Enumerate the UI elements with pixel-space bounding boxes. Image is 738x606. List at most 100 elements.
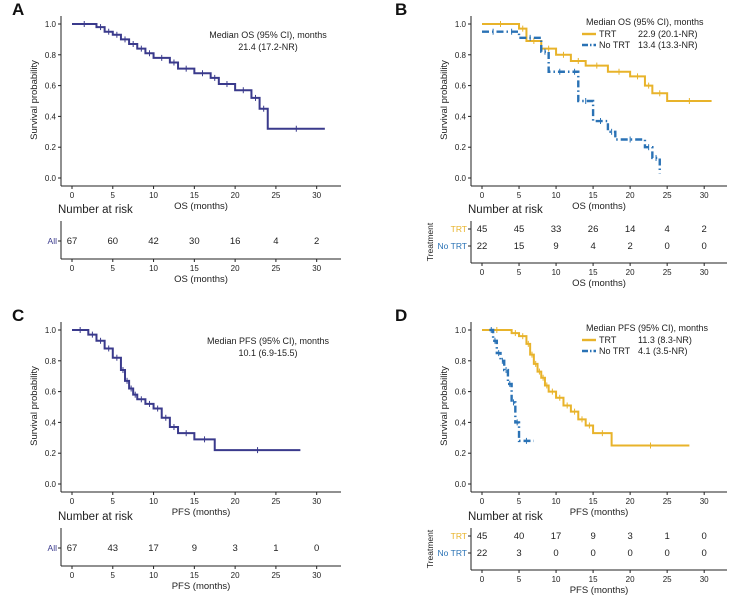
y-axis-title: Survival probability bbox=[439, 60, 450, 140]
risk-x-tick-label: 5 bbox=[517, 268, 522, 277]
risk-strata-title: Treatment bbox=[425, 222, 435, 261]
risk-count: 4 bbox=[273, 236, 278, 247]
risk-count: 26 bbox=[588, 224, 599, 235]
risk-count: 43 bbox=[107, 543, 118, 554]
legend-entry-name: TRT bbox=[599, 29, 617, 39]
x-tick-label: 10 bbox=[552, 497, 561, 506]
risk-row-label: TRT bbox=[451, 224, 467, 234]
x-axis-title: PFS (months) bbox=[172, 507, 231, 518]
risk-x-tick-label: 0 bbox=[70, 264, 75, 273]
x-tick-label: 10 bbox=[149, 191, 158, 200]
legend: Median OS (95% CI), months 21.4 (17.2-NR) bbox=[209, 30, 327, 52]
y-axis-title: Survival probability bbox=[439, 366, 450, 446]
risk-count: 2 bbox=[314, 236, 319, 247]
legend-title: Median PFS (95% CI), months bbox=[586, 323, 709, 333]
legend-entry-value: 13.4 (13.3-NR) bbox=[638, 40, 698, 50]
x-tick-label: 15 bbox=[190, 191, 199, 200]
y-tick-label: 1.0 bbox=[455, 20, 467, 29]
risk-x-tick-label: 0 bbox=[480, 575, 485, 584]
y-tick-label: 0.2 bbox=[455, 449, 467, 458]
risk-count: 9 bbox=[192, 543, 197, 554]
legend-entry-name: No TRT bbox=[599, 346, 631, 356]
legend-entry-name: No TRT bbox=[599, 40, 631, 50]
panel-label: A bbox=[12, 0, 24, 19]
legend: Median PFS (95% CI), months TRT 11.3 (8.3-… bbox=[582, 323, 709, 356]
y-tick-label: 0.8 bbox=[455, 357, 467, 366]
risk-x-tick-label: 25 bbox=[663, 575, 672, 584]
x-tick-label: 30 bbox=[700, 497, 709, 506]
legend: Median OS (95% CI), months TRT 22.9 (20.1-… bbox=[582, 17, 704, 50]
risk-count: 9 bbox=[590, 531, 595, 542]
y-tick-label: 0.4 bbox=[45, 418, 57, 427]
risk-row-label: All bbox=[48, 543, 58, 553]
risk-count: 1 bbox=[665, 531, 670, 542]
legend-entry-name: TRT bbox=[599, 335, 617, 345]
survival-curve-no-trt bbox=[489, 328, 534, 443]
risk-table-title: Number at risk bbox=[468, 204, 543, 216]
y-tick-label: 0.2 bbox=[45, 449, 57, 458]
risk-x-tick-label: 30 bbox=[700, 575, 709, 584]
risk-x-tick-label: 25 bbox=[271, 264, 280, 273]
risk-x-tick-label: 15 bbox=[190, 264, 199, 273]
x-tick-label: 0 bbox=[480, 497, 485, 506]
risk-count: 40 bbox=[514, 531, 525, 542]
y-tick-label: 0.6 bbox=[45, 388, 57, 397]
risk-count: 0 bbox=[702, 241, 707, 252]
x-tick-label: 20 bbox=[231, 191, 240, 200]
risk-count: 22 bbox=[477, 241, 488, 252]
risk-x-tick-label: 30 bbox=[312, 264, 321, 273]
risk-count: 16 bbox=[230, 236, 241, 247]
risk-strata-title: Treatment bbox=[425, 529, 435, 568]
risk-count: 45 bbox=[514, 224, 525, 235]
y-tick-label: 0.2 bbox=[455, 143, 467, 152]
risk-x-tick-label: 20 bbox=[626, 268, 635, 277]
y-axis-title: Survival probability bbox=[29, 366, 40, 446]
legend-entry-value: 4.1 (3.5-NR) bbox=[638, 346, 688, 356]
y-tick-label: 0.6 bbox=[45, 82, 57, 91]
x-tick-label: 15 bbox=[589, 191, 598, 200]
risk-count: 0 bbox=[702, 531, 707, 542]
risk-count: 30 bbox=[189, 236, 200, 247]
risk-count: 22 bbox=[477, 548, 488, 559]
legend-value: 10.1 (6.9-15.5) bbox=[238, 348, 297, 358]
panel-label: C bbox=[12, 306, 24, 325]
x-tick-label: 25 bbox=[663, 191, 672, 200]
risk-row-label: No TRT bbox=[438, 241, 467, 251]
risk-count: 33 bbox=[551, 224, 562, 235]
survival-curve-all bbox=[72, 23, 325, 130]
legend-title: Median OS (95% CI), months bbox=[209, 30, 327, 40]
risk-count: 2 bbox=[627, 241, 632, 252]
risk-count: 0 bbox=[665, 241, 670, 252]
risk-x-tick-label: 25 bbox=[663, 268, 672, 277]
y-tick-label: 0.8 bbox=[455, 51, 467, 60]
x-tick-label: 0 bbox=[70, 191, 75, 200]
risk-x-tick-label: 30 bbox=[312, 571, 321, 580]
risk-x-tick-label: 0 bbox=[480, 268, 485, 277]
y-tick-label: 0.6 bbox=[455, 388, 467, 397]
x-tick-label: 0 bbox=[480, 191, 485, 200]
legend: Median PFS (95% CI), months 10.1 (6.9-15.… bbox=[207, 336, 330, 358]
x-tick-label: 25 bbox=[271, 191, 280, 200]
y-tick-label: 0.0 bbox=[45, 174, 57, 183]
risk-count: 67 bbox=[67, 236, 78, 247]
risk-x-tick-label: 25 bbox=[271, 571, 280, 580]
risk-count: 0 bbox=[665, 548, 670, 559]
risk-x-tick-label: 5 bbox=[111, 264, 116, 273]
risk-count: 4 bbox=[590, 241, 595, 252]
x-axis-title: OS (months) bbox=[174, 201, 228, 212]
risk-x-tick-label: 10 bbox=[552, 575, 561, 584]
risk-table-title: Number at risk bbox=[58, 511, 133, 523]
risk-x-tick-label: 10 bbox=[552, 268, 561, 277]
risk-count: 9 bbox=[553, 241, 558, 252]
risk-table-title: Number at risk bbox=[58, 204, 133, 216]
legend-entry-value: 11.3 (8.3-NR) bbox=[638, 335, 692, 345]
risk-x-tick-label: 10 bbox=[149, 264, 158, 273]
risk-count: 14 bbox=[625, 224, 636, 235]
panel-label: B bbox=[395, 0, 407, 19]
panel-label: D bbox=[395, 306, 407, 325]
